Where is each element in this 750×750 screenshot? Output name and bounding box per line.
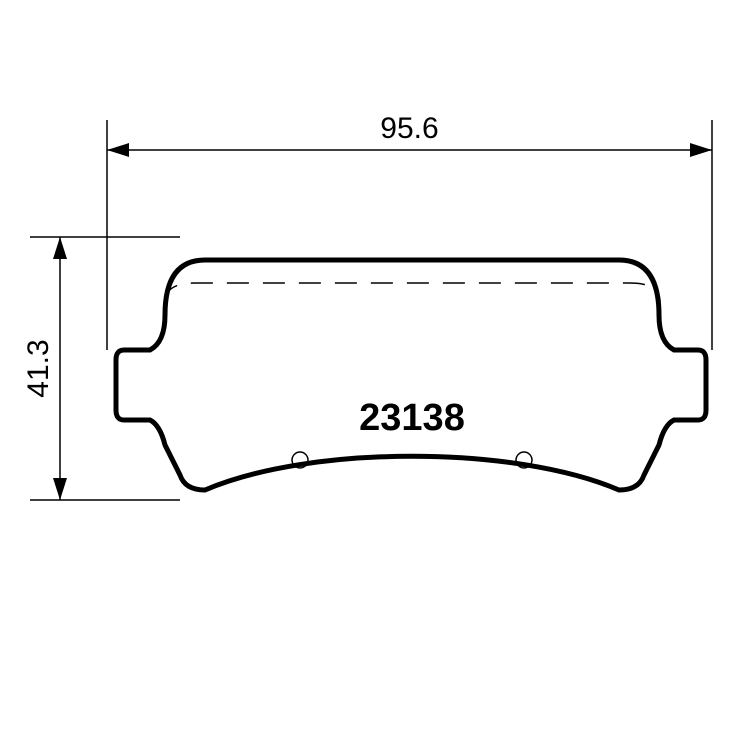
friction-material-line [165, 283, 660, 302]
width-dimension-label: 95.6 [380, 112, 438, 145]
brake-pad-outline [116, 260, 706, 490]
height-dimension-label: 41.3 [22, 339, 55, 397]
part-number-label: 23138 [359, 397, 465, 439]
